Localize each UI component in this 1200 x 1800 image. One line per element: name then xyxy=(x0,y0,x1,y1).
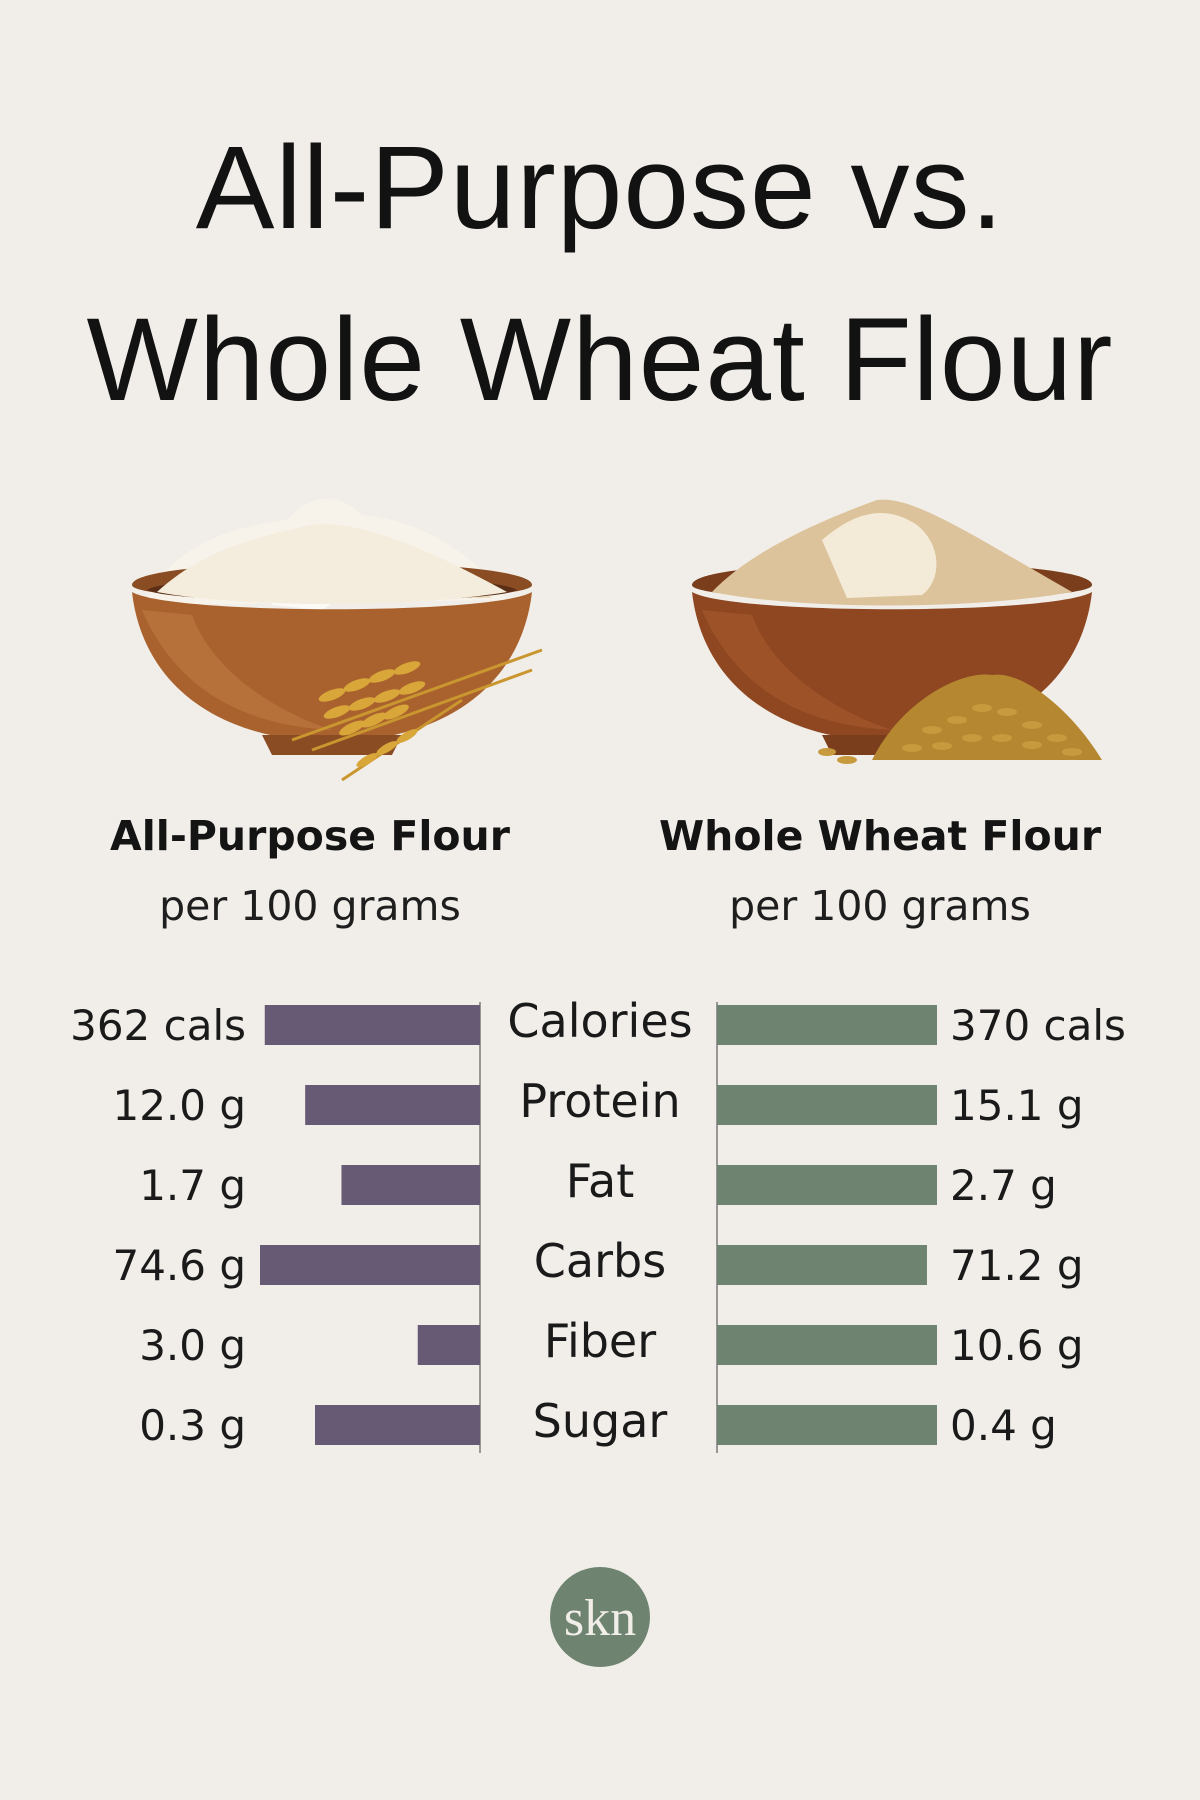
label-whole-wheat-fat: 2.7 g xyxy=(950,1161,1057,1210)
bowl-foot xyxy=(262,735,402,755)
category-sugar: Sugar xyxy=(533,1394,668,1448)
svg-text:skn: skn xyxy=(564,1590,636,1647)
flour-highlight xyxy=(822,513,937,598)
label-whole-wheat-carbs: 71.2 g xyxy=(950,1241,1084,1290)
bar-whole-wheat-fat xyxy=(717,1165,937,1205)
all-purpose-flour-bowl-icon xyxy=(132,498,543,782)
label-all-purpose-calories: 362 cals xyxy=(70,1001,246,1050)
category-carbs: Carbs xyxy=(534,1234,666,1288)
bar-all-purpose-fiber xyxy=(417,1325,480,1365)
label-all-purpose-carbs: 74.6 g xyxy=(112,1241,246,1290)
label-all-purpose-sugar: 0.3 g xyxy=(139,1401,246,1450)
label-whole-wheat-sugar: 0.4 g xyxy=(950,1401,1057,1450)
label-whole-wheat-calories: 370 cals xyxy=(950,1001,1126,1050)
category-fiber: Fiber xyxy=(544,1314,656,1368)
bar-whole-wheat-sugar xyxy=(717,1405,937,1445)
bar-all-purpose-fat xyxy=(341,1165,480,1205)
grain-pile-icon xyxy=(818,674,1102,764)
bar-whole-wheat-protein xyxy=(717,1085,937,1125)
label-all-purpose-protein: 12.0 g xyxy=(112,1081,246,1130)
label-whole-wheat-protein: 15.1 g xyxy=(950,1081,1084,1130)
skn-logo-icon: skn xyxy=(550,1567,650,1667)
bar-whole-wheat-carbs xyxy=(717,1245,927,1285)
whole-wheat-flour-bowl-icon xyxy=(692,499,1102,764)
bowl-shade xyxy=(142,610,332,730)
all-purpose-column-title: All-Purpose Flour xyxy=(110,812,510,860)
label-all-purpose-fiber: 3.0 g xyxy=(139,1321,246,1370)
whole-wheat-column-title: Whole Wheat Flour xyxy=(658,812,1102,860)
label-whole-wheat-fiber: 10.6 g xyxy=(950,1321,1084,1370)
bar-whole-wheat-fiber xyxy=(717,1325,937,1365)
wheat-grains-icon xyxy=(318,661,426,767)
category-calories: Calories xyxy=(507,994,692,1048)
category-fat: Fat xyxy=(566,1154,634,1208)
label-all-purpose-fat: 1.7 g xyxy=(139,1161,246,1210)
title-line-2: Whole Wheat Flour xyxy=(86,294,1114,426)
all-purpose-column-subtitle: per 100 grams xyxy=(159,882,461,930)
nutrition-butterfly-chart: 362 cals 370 cals Calories 12.0 g 15.1 g Prot… xyxy=(70,994,1126,1453)
bar-whole-wheat-calories xyxy=(717,1005,937,1045)
bar-all-purpose-carbs xyxy=(260,1245,480,1285)
bowl-shade xyxy=(702,610,892,730)
category-protein: Protein xyxy=(519,1074,680,1128)
bar-all-purpose-protein xyxy=(305,1085,480,1125)
title-line-1: All-Purpose vs. xyxy=(195,122,1005,254)
bar-all-purpose-sugar xyxy=(315,1405,480,1445)
bar-all-purpose-calories xyxy=(264,1005,480,1045)
flour-surface xyxy=(157,524,507,604)
whole-wheat-column-subtitle: per 100 grams xyxy=(729,882,1031,930)
